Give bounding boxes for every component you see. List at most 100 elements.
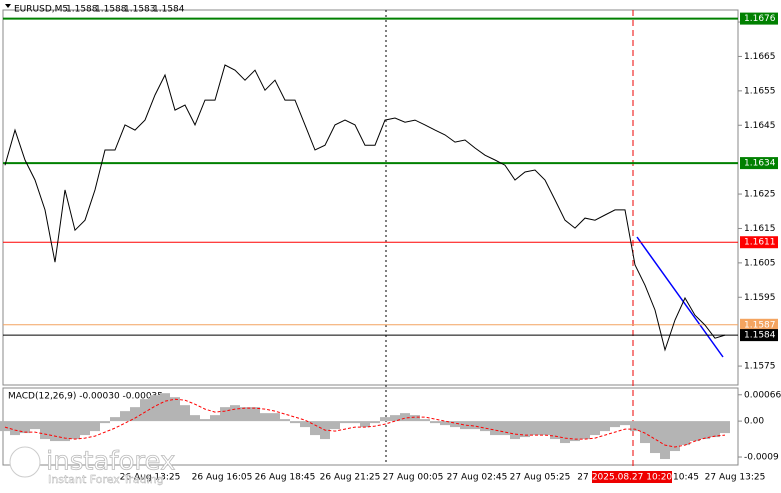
histogram-bar bbox=[450, 421, 460, 428]
x-tick-label: 26 Aug 18:45 bbox=[255, 473, 316, 483]
ohlc: 1.1588 bbox=[95, 5, 127, 15]
histogram-bar bbox=[200, 419, 210, 422]
level-box bbox=[740, 318, 778, 331]
histogram-bar bbox=[460, 421, 470, 430]
y-tick-label: -0.0009 bbox=[744, 453, 779, 463]
histogram-bar bbox=[470, 421, 480, 430]
histogram-bar bbox=[430, 421, 440, 424]
histogram-bar bbox=[630, 421, 640, 432]
histogram-bar bbox=[170, 397, 180, 422]
histogram-bar bbox=[720, 421, 730, 434]
header: EURUSD,M5 1.1588 1.1588 1.1583 1.1584 MA… bbox=[8, 5, 185, 402]
histogram-bar bbox=[180, 405, 190, 422]
x-tick-label: 27 Aug 13:25 bbox=[705, 473, 766, 483]
histogram-bar bbox=[290, 421, 300, 424]
histogram-bar bbox=[590, 421, 600, 436]
y-tick-label: 1.1575 bbox=[744, 362, 776, 372]
symbol: EURUSD,M5 bbox=[14, 5, 68, 15]
x-tick-label: 27 bbox=[577, 473, 588, 483]
histogram-bar bbox=[640, 421, 650, 444]
watermark: instaforex bbox=[46, 447, 175, 477]
histogram-bar bbox=[80, 421, 90, 436]
ohlc: 1.1583 bbox=[124, 5, 156, 15]
histogram-bar bbox=[700, 421, 710, 440]
macd-title: MACD(12,26,9) -0.00030 -0.00035 bbox=[8, 392, 163, 402]
histogram-bar bbox=[560, 421, 570, 444]
histogram-bar bbox=[60, 421, 70, 442]
histogram-bar bbox=[110, 417, 120, 422]
histogram-bar bbox=[240, 407, 250, 422]
histogram-bar bbox=[400, 413, 410, 422]
histogram-bar bbox=[480, 421, 490, 432]
watermark-sub: Instant Forex Trading bbox=[48, 473, 164, 486]
histogram-bar bbox=[10, 421, 20, 436]
histogram-bar bbox=[360, 421, 370, 428]
y-tick-label: 1.1625 bbox=[744, 190, 776, 200]
x-tick-label: 27 Aug 00:05 bbox=[383, 473, 444, 483]
histogram-bar bbox=[210, 415, 220, 422]
histogram-bar bbox=[380, 417, 390, 422]
histogram-bar bbox=[540, 421, 550, 436]
level-box bbox=[740, 157, 778, 170]
histogram-bar bbox=[410, 415, 420, 422]
histogram-bar bbox=[420, 419, 430, 422]
histogram-bar bbox=[90, 421, 100, 432]
histogram-bar bbox=[260, 413, 270, 422]
histogram-bar bbox=[30, 421, 40, 430]
histogram-bar bbox=[20, 421, 30, 434]
level-label: 1.1676 bbox=[744, 14, 776, 24]
histogram-bar bbox=[500, 421, 510, 436]
histogram-bar bbox=[570, 421, 580, 442]
level-label: 1.1587 bbox=[744, 320, 776, 330]
histogram-bar bbox=[620, 421, 630, 426]
histogram-bar bbox=[230, 405, 240, 422]
histogram-bar bbox=[600, 421, 610, 432]
trend-line bbox=[636, 236, 724, 358]
histogram-bar bbox=[150, 395, 160, 422]
histogram-bar bbox=[130, 407, 140, 422]
histogram-bar bbox=[190, 415, 200, 422]
level-label: 1.1584 bbox=[744, 331, 776, 341]
histogram-bar bbox=[530, 421, 540, 436]
price-line bbox=[4, 64, 726, 352]
y-tick-label: 1.1605 bbox=[744, 258, 776, 268]
histogram-bar bbox=[140, 399, 150, 422]
histogram-bar bbox=[100, 421, 110, 424]
histogram-bar bbox=[580, 421, 590, 440]
histogram-bar bbox=[350, 421, 360, 424]
logo-circle bbox=[9, 446, 41, 478]
price-panel bbox=[2, 9, 739, 386]
x-tick-label: 27 Aug 02:45 bbox=[447, 473, 508, 483]
x-tick-label: 10:45 bbox=[673, 473, 699, 483]
menu-arrow bbox=[5, 4, 11, 8]
histogram-bar bbox=[70, 421, 80, 440]
cursor-label: 2025.08.27 10:20 bbox=[592, 473, 673, 483]
histogram-bar bbox=[250, 407, 260, 422]
histogram-bar bbox=[160, 393, 170, 422]
x-tick-label: 27 Aug 05:25 bbox=[510, 473, 571, 483]
y-tick-label: 1.1595 bbox=[744, 293, 776, 303]
histogram-bar bbox=[390, 415, 400, 422]
histogram-bar bbox=[490, 421, 500, 436]
y-tick-label: 1.1655 bbox=[744, 86, 776, 96]
histogram-bar bbox=[510, 421, 520, 440]
histogram-bar bbox=[280, 419, 290, 422]
ohlc: 1.1584 bbox=[153, 5, 185, 15]
histogram-bar bbox=[440, 421, 450, 426]
level-label: 1.1611 bbox=[744, 238, 776, 248]
histogram-bar bbox=[670, 421, 680, 452]
histogram-bar bbox=[0, 421, 10, 432]
histogram-bar bbox=[340, 421, 350, 424]
histogram-bar bbox=[270, 413, 280, 422]
histogram-bar bbox=[520, 421, 530, 438]
y-tick-label: 1.1665 bbox=[744, 52, 776, 62]
histogram-bar bbox=[690, 421, 700, 442]
level-box bbox=[740, 12, 778, 25]
histogram-bar bbox=[710, 421, 720, 438]
x-tick-label: 26 Aug 21:25 bbox=[320, 473, 381, 483]
histogram-bar bbox=[120, 411, 130, 422]
y-tick-label: 1.1615 bbox=[744, 224, 776, 234]
histogram-bar bbox=[40, 421, 50, 440]
